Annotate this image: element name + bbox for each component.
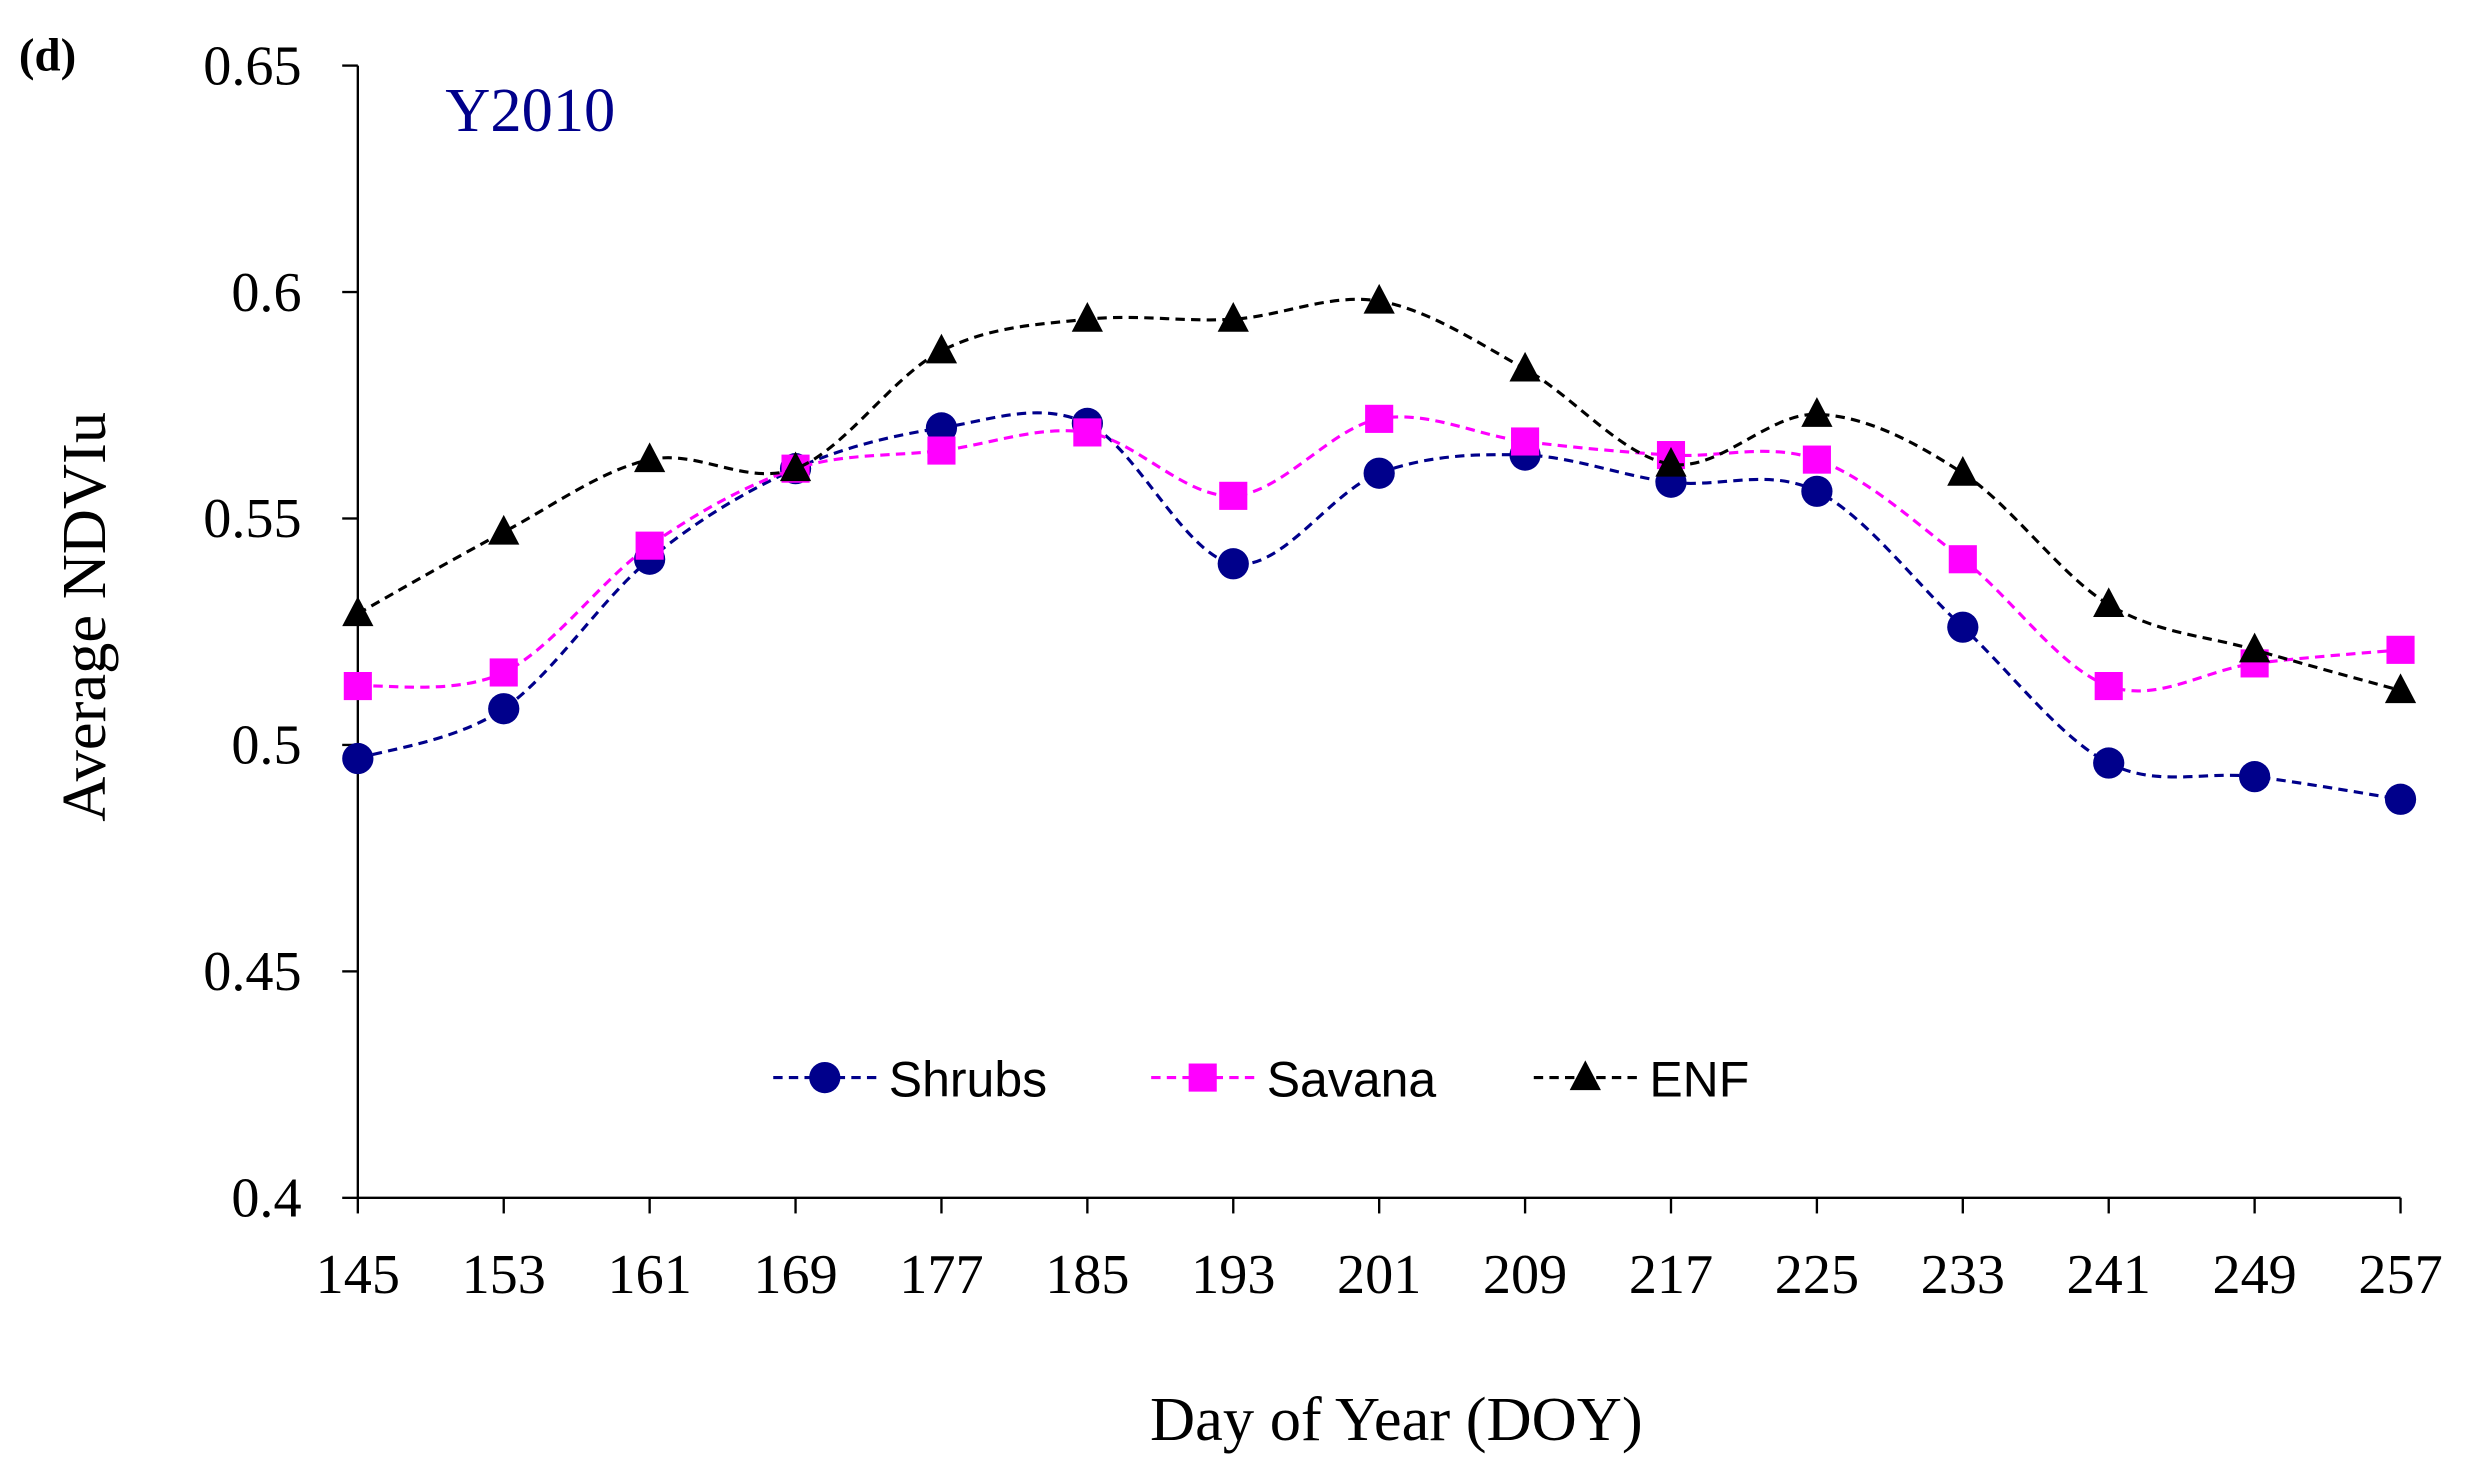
legend-item: Savana	[1151, 1051, 1436, 1107]
data-point	[1655, 446, 1687, 477]
data-point	[1363, 457, 1395, 489]
legend-label: ENF	[1649, 1051, 1749, 1107]
data-point	[634, 442, 666, 473]
x-tick-label: 241	[2067, 1244, 2151, 1306]
data-point	[488, 514, 520, 545]
data-point	[1801, 397, 1833, 427]
chart-title: Y2010	[445, 75, 615, 145]
panel-label: (d)	[19, 29, 76, 81]
x-tick-label: 209	[1483, 1244, 1567, 1306]
x-tick-label: 217	[1629, 1244, 1713, 1306]
y-tick-label: 0.6	[231, 262, 301, 324]
x-tick-label: 257	[2358, 1244, 2442, 1306]
x-tick-label: 249	[2212, 1244, 2296, 1306]
legend-marker	[809, 1061, 841, 1094]
x-tick-label: 193	[1191, 1244, 1275, 1306]
x-tick-label: 145	[316, 1244, 400, 1306]
data-point	[342, 742, 374, 775]
series-savana	[343, 404, 2415, 701]
x-tick-label: 169	[753, 1244, 837, 1306]
legend-label: Shrubs	[889, 1051, 1047, 1107]
data-point	[2384, 673, 2417, 704]
legend-marker	[1188, 1063, 1217, 1092]
data-point	[2093, 587, 2125, 618]
data-point	[1219, 481, 1248, 510]
legend-marker	[1569, 1060, 1601, 1091]
data-point	[1801, 475, 1833, 507]
x-tick-label: 177	[899, 1244, 983, 1306]
x-tick-label: 225	[1775, 1244, 1859, 1306]
legend-item: Shrubs	[773, 1051, 1047, 1107]
x-tick-label: 161	[607, 1244, 691, 1306]
data-point	[1511, 427, 1540, 456]
y-tick-label: 0.4	[231, 1168, 301, 1230]
legend-item: ENF	[1533, 1051, 1749, 1107]
data-point	[635, 531, 664, 560]
data-point	[1509, 351, 1541, 382]
x-axis-label: Day of Year (DOY)	[1150, 1384, 1643, 1454]
data-point	[1073, 418, 1102, 447]
data-point	[2093, 747, 2125, 779]
x-tick-label: 185	[1045, 1244, 1129, 1306]
data-point	[2384, 783, 2417, 815]
series-line	[357, 411, 2401, 801]
data-point	[925, 333, 958, 364]
data-point	[2386, 635, 2415, 664]
legend-label: Savana	[1267, 1051, 1437, 1107]
data-point	[1947, 456, 1979, 486]
x-tick-label: 201	[1337, 1244, 1421, 1306]
series-line	[357, 297, 2401, 693]
data-point	[1802, 445, 1831, 474]
data-point	[1363, 283, 1395, 314]
y-axis-label: Average NDVIu	[49, 412, 119, 822]
y-tick-label: 0.65	[203, 35, 301, 97]
data-point	[1947, 611, 1979, 643]
data-point	[925, 412, 958, 444]
y-tick-label: 0.5	[231, 715, 301, 777]
x-tick-label: 233	[1921, 1244, 2005, 1306]
data-point	[1948, 545, 1977, 574]
series-enf	[342, 283, 2417, 704]
data-point	[779, 451, 812, 482]
data-point	[488, 693, 520, 725]
data-point	[1217, 548, 1249, 580]
data-point	[489, 658, 518, 687]
data-point	[2239, 761, 2271, 793]
data-point	[2239, 632, 2271, 663]
data-point	[343, 672, 372, 701]
data-point	[2094, 672, 2123, 701]
y-tick-label: 0.45	[203, 941, 301, 1003]
data-point	[927, 436, 956, 465]
data-point	[1217, 302, 1249, 332]
y-tick-label: 0.55	[203, 488, 301, 550]
data-point	[1071, 302, 1103, 332]
data-point	[1365, 404, 1394, 433]
data-point	[342, 596, 374, 627]
x-tick-label: 153	[462, 1244, 546, 1306]
